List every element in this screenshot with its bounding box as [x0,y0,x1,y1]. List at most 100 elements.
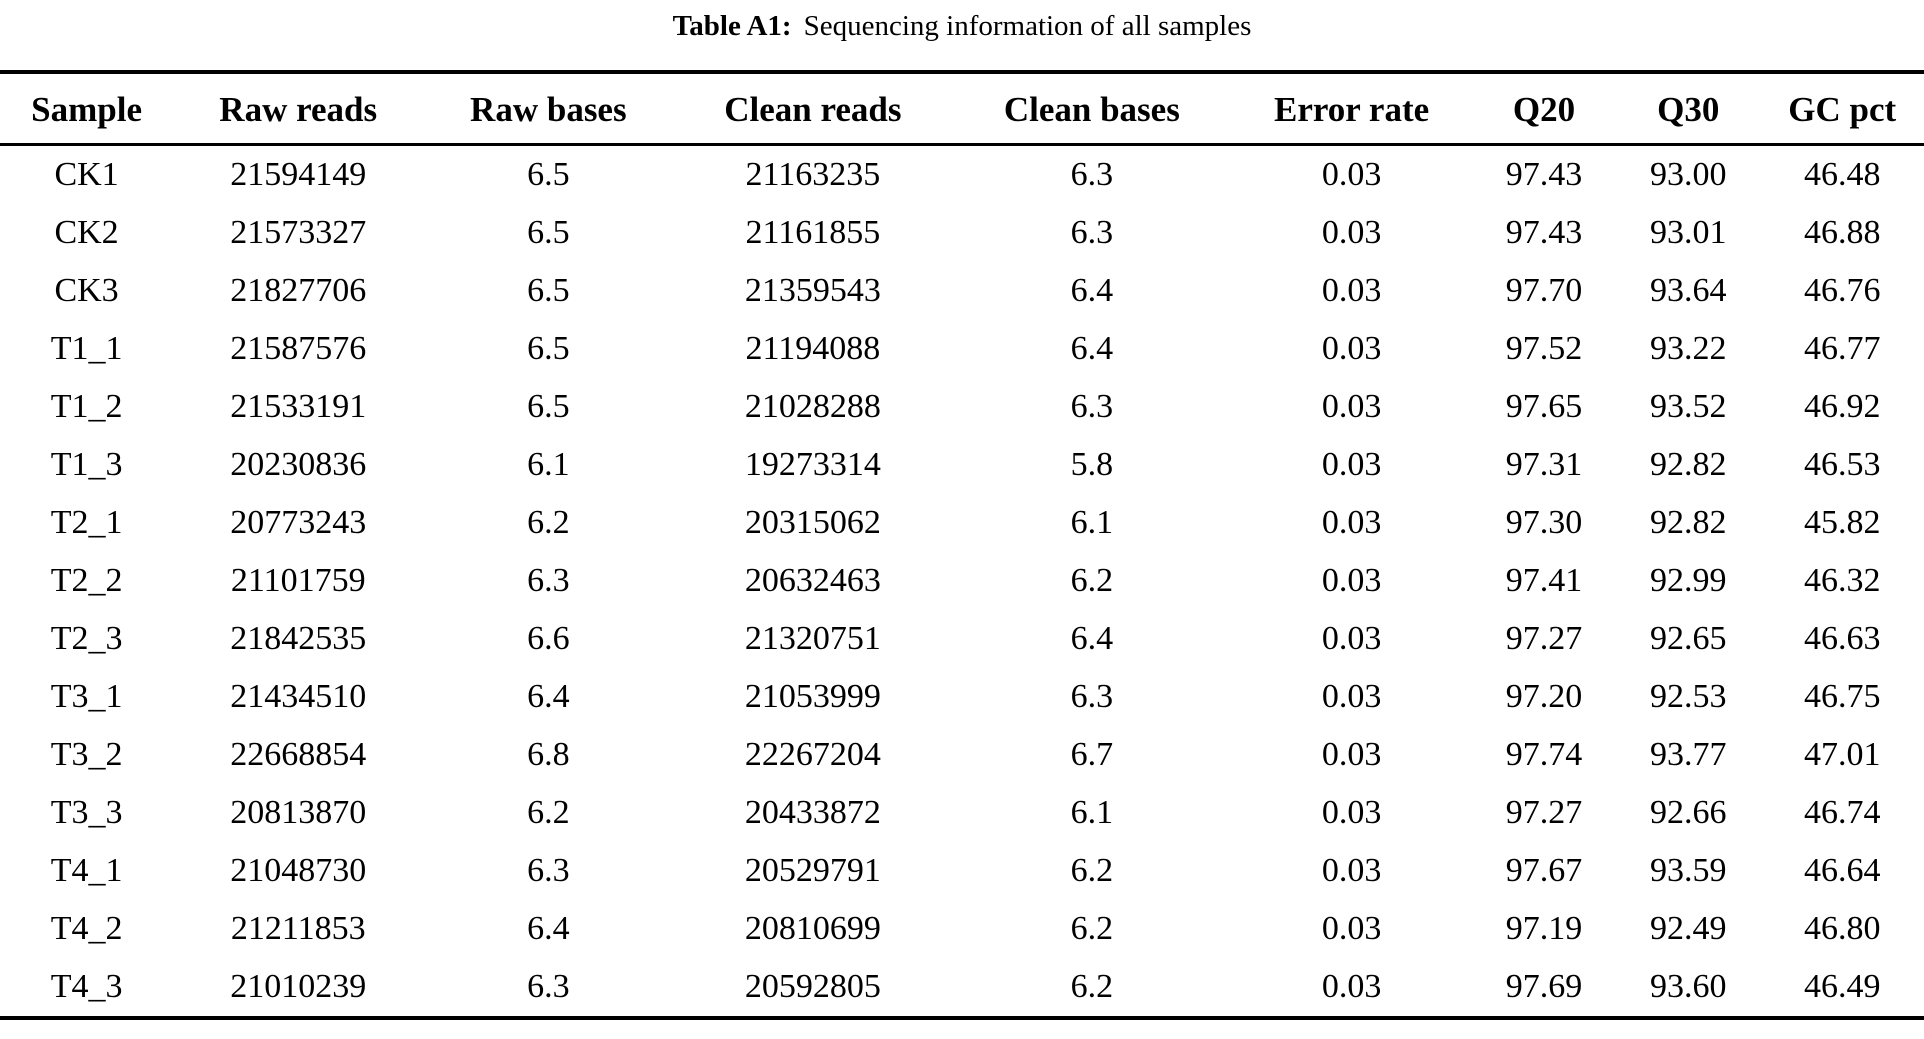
table-cell: 92.82 [1650,504,1727,541]
table-cell: 97.41 [1505,562,1583,599]
table-cell: 6.4 [1070,272,1114,309]
table-cell: 6.2 [1070,852,1114,889]
table-row: T4_3 21010239 6.3 20592805 6.2 0.03 97.69 93.60… [0,958,1924,1018]
table-cell: 22267204 [744,736,881,773]
table-row: CK1 21594149 6.5 21163235 6.3 0.03 97.43 93.00 4… [0,145,1924,205]
table-label: Table A1: [672,10,792,42]
table-cell: 92.99 [1650,562,1727,599]
table-cell: 97.43 [1505,156,1583,193]
table-cell: 92.82 [1650,446,1727,483]
table-row: T2_1 20773243 6.2 20315062 6.1 0.03 97.30 92.82… [0,494,1924,552]
table-cell: 20813870 [230,794,367,831]
table-row: T1_1 21587576 6.5 21194088 6.4 0.03 97.52 93.22… [0,320,1924,378]
table-row: T4_2 21211853 6.4 20810699 6.2 0.03 97.19 92.49… [0,900,1924,958]
sequencing-table: Sample Raw reads Raw bases Clean reads Clean… [0,70,1924,1020]
table-cell: 21533191 [230,388,367,425]
sample-cell: CK3 [54,272,119,309]
table-cell: 92.66 [1650,794,1727,831]
table-cell: 21320751 [744,620,881,657]
table-cell: 0.03 [1321,794,1382,831]
table-cell: 6.2 [1070,562,1114,599]
table-cell: 97.67 [1505,852,1583,889]
table-cell: 20230836 [230,446,367,483]
table-cell: 20632463 [744,562,881,599]
table-cell: 21573327 [230,214,367,251]
table-cell: 97.65 [1505,388,1583,425]
table-cell: 21587576 [230,330,367,367]
table-cell: 5.8 [1070,446,1114,483]
table-row: T3_1 21434510 6.4 21053999 6.3 0.03 97.20 92.53… [0,668,1924,726]
table-cell: 20315062 [744,504,881,541]
table-cell: 0.03 [1321,736,1382,773]
table-cell: 0.03 [1321,156,1382,193]
header-row: Sample Raw reads Raw bases Clean reads Clean… [0,72,1924,146]
column-header: Clean reads [673,72,953,146]
column-header: Sample [0,72,174,146]
table-cell: 6.3 [527,852,570,889]
table-cell: 92.53 [1650,678,1727,715]
table-cell: 46.74 [1803,794,1881,831]
sample-cell: T3_1 [50,678,123,715]
table-cell: 0.03 [1321,910,1382,947]
table-cell: 0.03 [1321,504,1382,541]
sample-cell: T3_3 [50,794,123,831]
table-cell: 6.3 [527,562,570,599]
column-header: Clean bases [952,72,1232,146]
table-cell: 97.52 [1505,330,1583,367]
table-cell: 0.03 [1321,272,1382,309]
table-cell: 46.64 [1803,852,1881,889]
table-cell: 6.5 [527,330,570,367]
table-cell: 6.8 [527,736,570,773]
table-cell: 46.49 [1803,968,1881,1005]
table-cell: 6.2 [1070,968,1114,1005]
table-cell: 6.6 [527,620,570,657]
table-cell: 6.4 [1070,330,1114,367]
table-cell: 0.03 [1321,562,1382,599]
table-cell: 6.4 [1070,620,1114,657]
table-cell: 6.3 [1070,678,1114,715]
table-cell: 93.52 [1650,388,1727,425]
table-cell: 6.3 [1070,156,1114,193]
table-cell: 6.5 [527,214,570,251]
table-cell: 20433872 [744,794,881,831]
table-cell: 46.48 [1803,156,1881,193]
table-cell: 93.22 [1650,330,1727,367]
table-cell: 46.80 [1803,910,1881,947]
table-row: T1_3 20230836 6.1 19273314 5.8 0.03 97.31 92.82… [0,436,1924,494]
table-cell: 19273314 [744,446,881,483]
table-cell: 21359543 [744,272,881,309]
table-cell: 6.1 [527,446,570,483]
table-cell: 6.3 [527,968,570,1005]
table-cell: 20810699 [744,910,881,947]
column-header: Error rate [1231,72,1472,146]
table-cell: 93.77 [1650,736,1727,773]
table-cell: 21194088 [745,330,881,367]
table-cell: 21101759 [230,562,366,599]
table-cell: 6.3 [1070,388,1114,425]
table-row: CK2 21573327 6.5 21161855 6.3 0.03 97.43 93.01 4… [0,204,1924,262]
table-cell: 20773243 [230,504,367,541]
table-cell: 6.1 [1070,794,1114,831]
table-cell: 6.5 [527,272,570,309]
sample-cell: T3_2 [50,736,123,773]
table-row: T2_2 21101759 6.3 20632463 6.2 0.03 97.41 92.99… [0,552,1924,610]
table-cell: 97.74 [1505,736,1583,773]
table-cell: 6.1 [1070,504,1114,541]
table-cell: 21028288 [744,388,881,425]
table-cell: 6.5 [527,388,570,425]
table-cell: 47.01 [1803,736,1881,773]
table-cell: 21594149 [230,156,367,193]
table-cell: 0.03 [1321,968,1382,1005]
table-cell: 0.03 [1321,330,1382,367]
table-cell: 93.00 [1650,156,1727,193]
column-header: Q30 [1616,72,1761,146]
table-cell: 0.03 [1321,852,1382,889]
table-row: T3_3 20813870 6.2 20433872 6.1 0.03 97.27 92.66… [0,784,1924,842]
table-cell: 21163235 [745,156,881,193]
table-cell: 20592805 [744,968,881,1005]
table-cell: 21010239 [230,968,367,1005]
table-cell: 0.03 [1321,214,1382,251]
table-cell: 6.2 [527,504,570,541]
table-cell: 97.31 [1505,446,1583,483]
